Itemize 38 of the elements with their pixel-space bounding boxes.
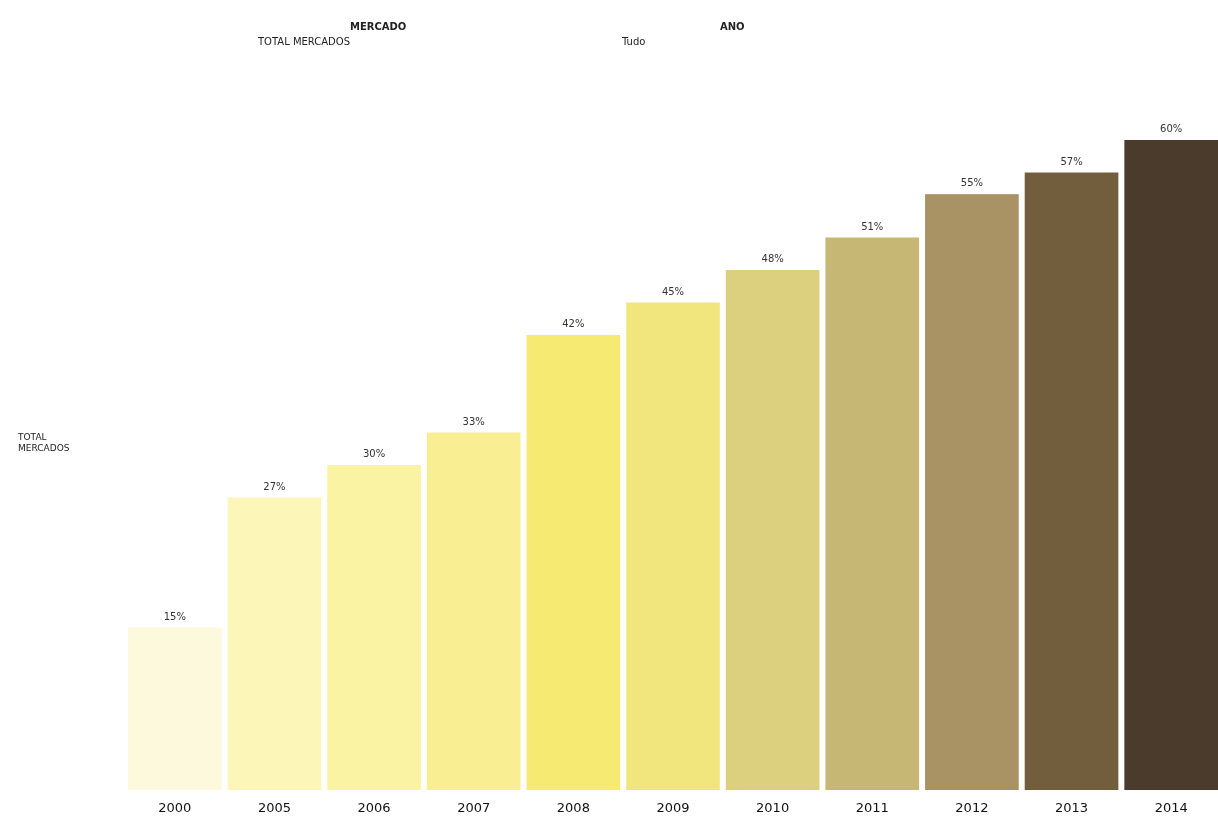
text: TOTAL MERCADOS [257,36,351,47]
data-label: 48% [761,253,784,264]
bar [128,627,222,790]
data-label: 51% [861,220,884,232]
bar [725,270,820,790]
bar [526,335,621,790]
data-label: 33% [462,415,485,427]
text: MERCADO [350,21,407,32]
data-label: 15% [163,610,186,622]
bar [925,194,1019,790]
x-tick-label: 2011 [855,800,889,815]
data-label: 55% [960,177,984,189]
bar [227,497,322,790]
x-tick-label: 2012 [955,800,989,815]
bar [426,432,521,790]
data-label: 27% [263,480,286,492]
text: TOTAL MERCADOS [17,432,70,453]
text: Tudo [621,36,646,47]
x-tick-label: 2005 [257,800,292,815]
bar [1124,140,1218,790]
x-tick-label: 2010 [756,800,790,815]
data-label: 45% [661,285,685,297]
x-tick-label: 2007 [457,800,491,815]
bar [825,237,920,790]
text: ANO [720,21,745,32]
x-tick-label: 2008 [556,800,590,815]
bar [327,465,421,790]
x-tick-label: 2006 [357,800,391,815]
x-tick-label: 2013 [1054,800,1089,815]
x-tick-label: 2000 [158,800,192,815]
data-label: 30% [362,448,386,459]
x-tick-label: 2014 [1154,800,1188,815]
data-label: 42% [562,318,585,329]
x-tick-label: 2009 [656,800,690,815]
bar [626,302,720,790]
data-label: 57% [1060,155,1083,167]
data-label: 60% [1160,123,1183,134]
bar [1024,172,1119,790]
